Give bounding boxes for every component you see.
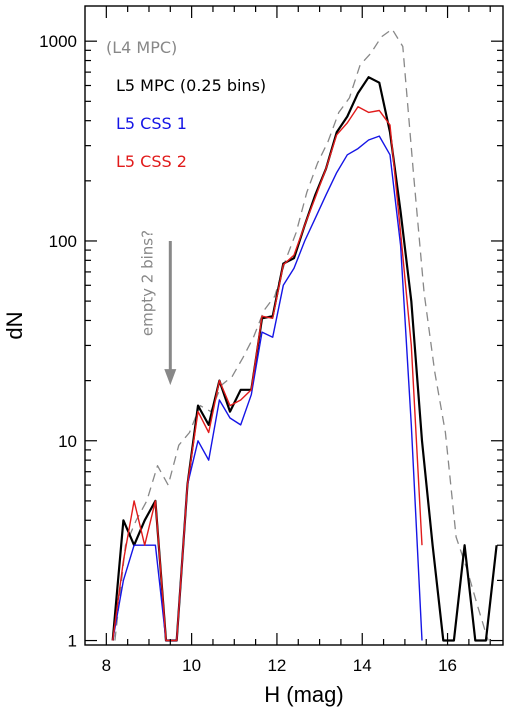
x-tick-label: 10: [182, 656, 201, 675]
annotation-arrow-head: [164, 369, 177, 386]
y-tick-label: 100: [49, 232, 77, 251]
y-tick-label: 10: [58, 432, 77, 451]
y-tick-label: 1000: [39, 32, 77, 51]
legend-entry: L5 CSS 1: [116, 114, 187, 133]
x-tick-label: 16: [438, 656, 457, 675]
legend-entry: L5 MPC (0.25 bins): [116, 76, 266, 95]
y-axis-title: dN: [2, 311, 27, 339]
x-axis-title: H (mag): [264, 682, 343, 707]
series-line-l4-mpc: [114, 28, 489, 641]
x-tick-label: 8: [102, 656, 111, 675]
legend-entry: L5 CSS 2: [116, 152, 187, 171]
legend-entry: (L4 MPC): [106, 38, 177, 57]
y-tick-label: 1: [68, 632, 77, 651]
x-tick-label: 14: [353, 656, 372, 675]
x-tick-label: 12: [267, 656, 286, 675]
annotation-text: empty 2 bins?: [138, 230, 156, 336]
series-line-l5-css-2: [112, 105, 423, 642]
plot-frame: [84, 5, 504, 646]
series-line-l5-css-1: [112, 135, 423, 642]
